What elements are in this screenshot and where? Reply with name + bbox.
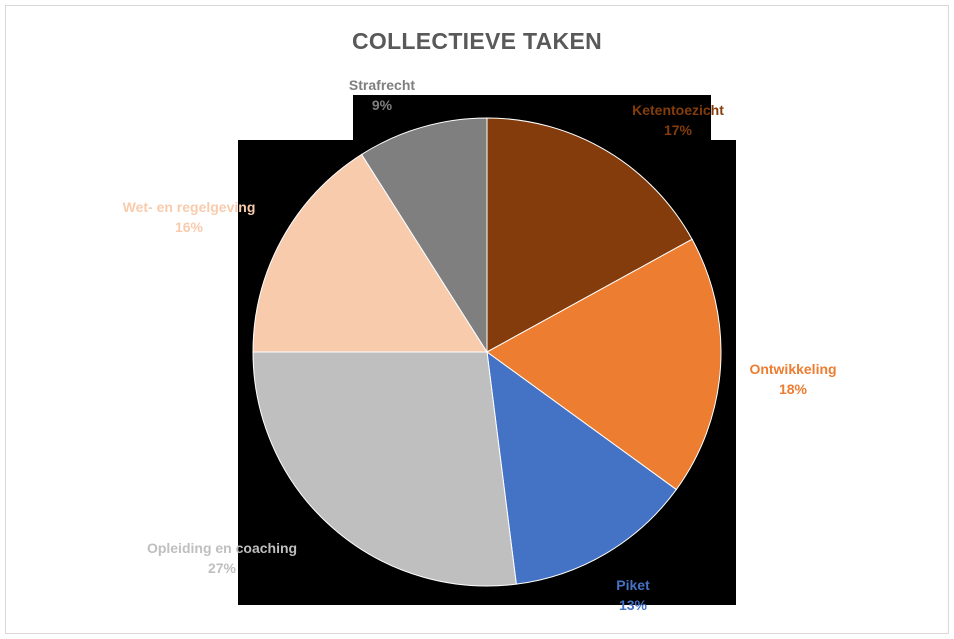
data-label-ontwikkeling: Ontwikkeling 18%	[749, 359, 836, 399]
pie-slice-ontwikkeling	[486, 238, 722, 491]
pie-slice-opleiding-en-coaching	[252, 351, 517, 587]
slice-value: 16%	[174, 219, 204, 235]
slice-label: Wet- en regelgeving	[122, 199, 256, 215]
data-label-strafrecht: Strafrecht 9%	[349, 75, 415, 115]
pie-slice-wet-en-regelgeving	[252, 153, 488, 353]
pie-slice-strafrecht	[360, 117, 488, 354]
data-label-wet-en-regelgeving: Wet- en regelgeving 16%	[123, 197, 256, 237]
slice-label: Ketentoezicht	[632, 102, 724, 118]
slice-label: Opleiding en coaching	[146, 540, 298, 556]
data-label-opleiding-en-coaching: Opleiding en coaching 27%	[147, 538, 297, 578]
data-label-piket: Piket 13%	[616, 575, 649, 615]
chart-title: COLLECTIEVE TAKEN	[351, 28, 602, 54]
pie-slice-ketentoezicht	[486, 117, 693, 353]
slice-label: Ontwikkeling	[749, 361, 837, 377]
data-label-ketentoezicht: Ketentoezicht 17%	[632, 100, 724, 140]
slice-label: Strafrecht	[348, 77, 416, 93]
slice-value: 27%	[207, 560, 237, 576]
slice-value: 13%	[618, 597, 648, 613]
slice-value: 9%	[371, 97, 393, 113]
slice-value: 17%	[663, 122, 693, 138]
slice-value: 18%	[778, 381, 808, 397]
pie-slice-piket	[486, 350, 678, 585]
slice-label: Piket	[616, 577, 650, 593]
